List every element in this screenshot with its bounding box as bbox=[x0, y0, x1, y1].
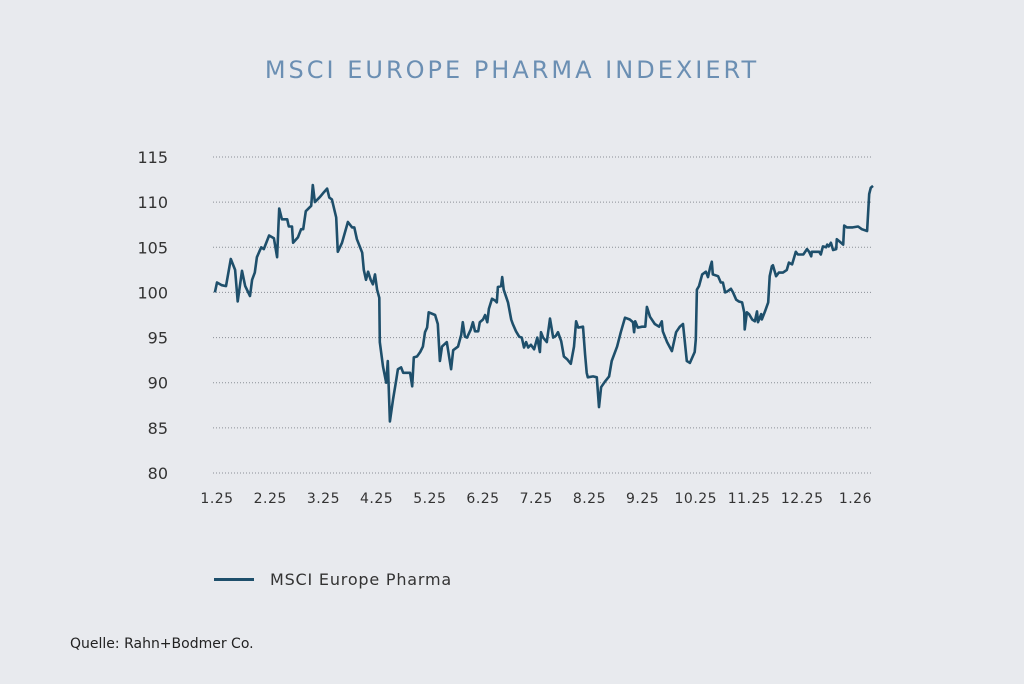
legend-label: MSCI Europe Pharma bbox=[270, 569, 452, 589]
y-tick-label: 80 bbox=[148, 464, 168, 483]
x-tick-label: 1.25 bbox=[200, 491, 233, 507]
x-tick-label: 12.25 bbox=[781, 491, 824, 507]
y-tick-label: 115 bbox=[137, 148, 168, 167]
x-tick-label: 11.25 bbox=[728, 491, 771, 507]
x-tick-label: 5.25 bbox=[413, 491, 446, 507]
x-tick-label: 2.25 bbox=[254, 491, 287, 507]
y-tick-label: 90 bbox=[148, 374, 168, 393]
legend-line-swatch bbox=[214, 577, 254, 581]
y-axis-ticks: 115 110 105 100 95 90 85 80 bbox=[137, 148, 168, 483]
x-tick-label: 3.25 bbox=[307, 491, 340, 507]
y-tick-label: 100 bbox=[137, 283, 168, 302]
series-line-msci-europe-pharma bbox=[213, 183, 874, 423]
y-tick-label: 105 bbox=[137, 238, 168, 257]
x-tick-label: 9.25 bbox=[626, 491, 659, 507]
legend: MSCI Europe Pharma bbox=[214, 568, 452, 590]
y-tick-label: 110 bbox=[137, 193, 168, 212]
x-tick-label: 6.25 bbox=[466, 491, 499, 507]
chart-title: MSCI EUROPE PHARMA INDEXIERT bbox=[264, 56, 760, 84]
x-tick-label: 10.25 bbox=[675, 491, 718, 507]
source-note: Quelle: Rahn+Bodmer Co. bbox=[70, 636, 254, 652]
y-tick-label: 85 bbox=[148, 419, 168, 438]
x-axis-ticks: 1.25 2.25 3.25 4.25 5.25 6.25 7.25 8.25 9.25 10.2… bbox=[200, 491, 872, 507]
x-tick-label: 4.25 bbox=[360, 491, 393, 507]
x-tick-label: 1.26 bbox=[839, 491, 872, 507]
series-layer bbox=[213, 183, 874, 423]
x-tick-label: 8.25 bbox=[573, 491, 606, 507]
x-tick-label: 7.25 bbox=[520, 491, 553, 507]
y-tick-label: 95 bbox=[148, 329, 168, 348]
